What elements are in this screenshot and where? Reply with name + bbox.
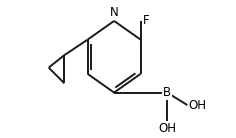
Text: OH: OH <box>189 99 207 112</box>
Text: N: N <box>110 6 118 19</box>
Text: OH: OH <box>158 122 176 135</box>
Text: B: B <box>163 86 171 99</box>
Text: F: F <box>143 14 150 27</box>
